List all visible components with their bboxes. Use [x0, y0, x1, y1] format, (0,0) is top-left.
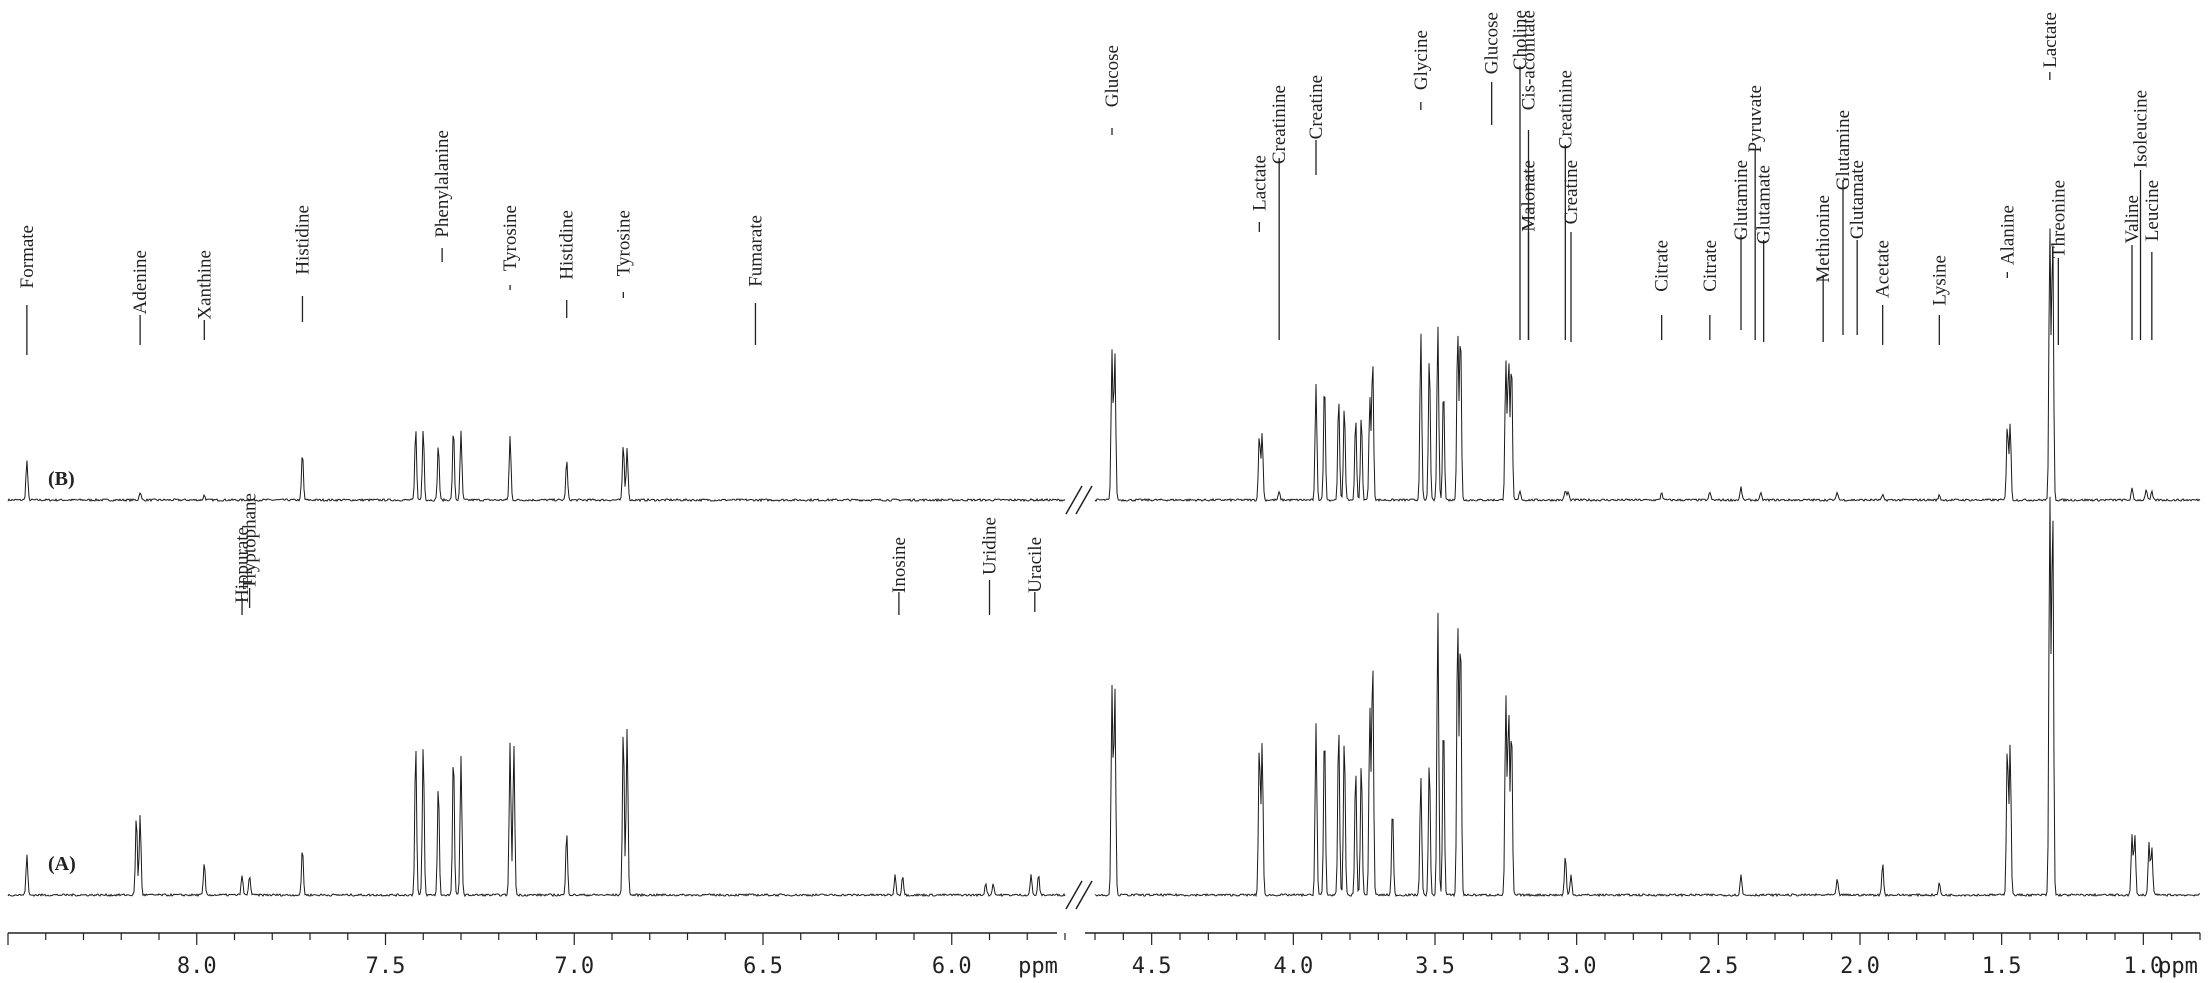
peak-label-cis-aconitate: Cis-aconitate — [1519, 10, 1540, 110]
peak-label-creatinine: Creatinine — [1555, 70, 1576, 149]
peak-label-adenine: Adenine — [130, 250, 151, 314]
x-tick-label: 7.0 — [554, 954, 594, 979]
peak-label-glutamate: Glutamate — [1754, 165, 1775, 244]
peak-label-pyruvate: Pyruvate — [1745, 85, 1766, 153]
peak-label-glucose: Glucose — [1482, 12, 1503, 74]
x-axis-unit-label: ppm — [2158, 954, 2198, 979]
peak-label-lysine: Lysine — [1929, 255, 1950, 306]
spectrum-trace-b-seg1 — [7, 430, 1066, 503]
peak-label-uracile: Uracile — [1025, 537, 1046, 593]
peak-label-threonine: Threonine — [2048, 180, 2069, 258]
x-tick-label: 7.5 — [366, 954, 406, 979]
peak-label-methionine: Methionine — [1813, 195, 1834, 283]
panel-label-b: (B) — [48, 468, 75, 490]
spectrum-trace-a-seg1 — [7, 728, 1066, 898]
peak-label-creatine: Creatine — [1561, 160, 1582, 224]
x-tick-label: 6.0 — [932, 954, 972, 979]
x-tick-label: 6.5 — [743, 954, 783, 979]
x-axis-unit-label: ppm — [1018, 954, 1058, 979]
peak-label-malonate: Malonate — [1519, 160, 1540, 232]
spectra-layer — [7, 228, 2201, 910]
peak-label-tyrosine: Tyrosine — [500, 205, 521, 271]
axis-break-mark-b-2 — [1075, 485, 1093, 515]
peak-label-tryptophane: Tryptophane — [240, 493, 261, 589]
peak-label-glutamine: Glutamine — [1833, 110, 1854, 190]
x-tick-label: 4.5 — [1132, 954, 1172, 979]
peak-label-glucose: Glucose — [1102, 45, 1123, 107]
x-axis: 8.0 7.5 7.0 6.5 6.0 ppm 4.5 4.0 3.5 3.0 2.5 2.0 1.5 1… — [7, 932, 2201, 979]
peak-label-choline: Choline — [1510, 10, 1531, 70]
peak-label-formate: Formate — [17, 225, 38, 288]
peak-label-histidine: Histidine — [292, 205, 313, 275]
peak-label-inosine: Inosine — [889, 537, 910, 593]
peak-label-hippurate: Hippurate — [232, 527, 253, 603]
peak-label-lactate: Lactate — [1249, 155, 1270, 211]
peak-label-acetate: Acetate — [1873, 240, 1894, 298]
peak-label-leucine: Leucine — [2142, 180, 2163, 241]
peak-label-creatine: Creatine — [1306, 75, 1327, 139]
axis-break-mark-a-2 — [1075, 880, 1093, 910]
x-tick-label: 4.0 — [1273, 954, 1313, 979]
peak-label-uridine: Uridine — [980, 517, 1001, 575]
peak-labels-layer: Formate Adenine Xanthine Histidine Phenylala… — [17, 10, 2163, 615]
x-tick-label: 3.0 — [1557, 954, 1597, 979]
peak-label-alanine: Alanine — [1997, 205, 2018, 265]
x-tick-label: 2.0 — [1840, 954, 1880, 979]
peak-label-glutamine: Glutamine — [1731, 160, 1752, 240]
x-tick-label: 3.5 — [1415, 954, 1455, 979]
x-tick-label: 2.5 — [1698, 954, 1738, 979]
panel-label-a: (A) — [48, 853, 76, 875]
axis-break-mark-b-1 — [1065, 485, 1083, 515]
x-tick-label: 1.0 — [2123, 954, 2163, 979]
x-tick-label: 1.5 — [1982, 954, 2022, 979]
spectrum-trace-b-seg2 — [1094, 228, 2201, 503]
peak-label-phenylalanine: Phenylalanine — [432, 130, 453, 238]
peak-label-histidine: Histidine — [557, 210, 578, 280]
peak-label-valine: Valine — [2122, 195, 2143, 244]
peak-label-lactate: Lactate — [2040, 12, 2061, 68]
spectrum-trace-a-seg2 — [1094, 496, 2201, 898]
peak-label-citrate: Citrate — [1700, 240, 1721, 292]
peak-label-citrate: Citrate — [1652, 240, 1673, 292]
peak-label-tyrosine: Tyrosine — [613, 210, 634, 276]
peak-label-glycine: Glycine — [1411, 30, 1432, 90]
peak-label-isoleucine: Isoleucine — [2131, 90, 2152, 168]
peak-label-creatinine: Creatinine — [1269, 85, 1290, 164]
axis-break-mark-a-1 — [1065, 880, 1083, 910]
peak-label-glutamate: Glutamate — [1847, 160, 1868, 239]
x-tick-label: 8.0 — [177, 954, 217, 979]
peak-label-xanthine: Xanthine — [194, 250, 215, 320]
peak-label-fumarate: Fumarate — [745, 215, 766, 287]
